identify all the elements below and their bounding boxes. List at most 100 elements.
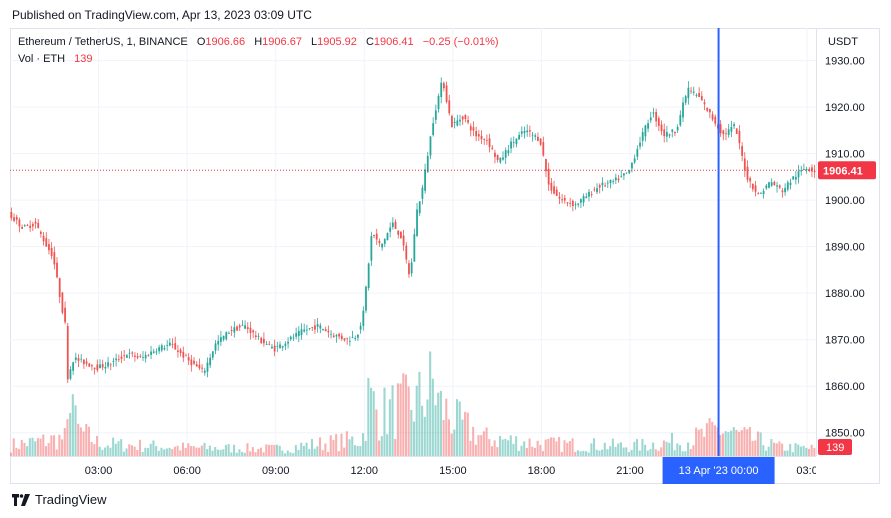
volume-bar: [544, 439, 547, 456]
volume-bar: [238, 449, 241, 456]
volume-bar: [504, 438, 507, 456]
volume-bar: [206, 449, 209, 456]
volume-bar: [670, 432, 674, 456]
volume-bar: [39, 438, 42, 456]
volume-bar: [104, 447, 107, 456]
volume-bar: [28, 438, 31, 456]
volume-bar: [700, 428, 703, 456]
candle-body: [725, 133, 727, 135]
volume-bar: [224, 444, 228, 456]
volume-bar: [18, 448, 21, 456]
volume-bar: [740, 430, 743, 456]
volume-bar: [278, 445, 281, 456]
volume-bar: [807, 449, 811, 456]
candle-body: [367, 263, 370, 288]
candle-body: [397, 230, 400, 235]
volume-bar: [52, 435, 56, 456]
volume-legend: Vol · ETH 139: [18, 53, 93, 65]
candle-body: [305, 329, 308, 331]
volume-bar: [668, 442, 671, 456]
volume-bar: [66, 419, 69, 456]
candle-body: [155, 351, 158, 353]
volume-bar: [281, 450, 284, 456]
candle-body: [142, 357, 144, 358]
volume-bar: [42, 434, 45, 456]
candle-body: [657, 118, 660, 126]
candle-body: [346, 337, 349, 339]
volume-bar: [794, 443, 797, 456]
volume-bar: [431, 378, 434, 456]
candle-body: [206, 362, 209, 372]
volume-bar: [590, 443, 593, 456]
price-plot[interactable]: [10, 28, 816, 456]
candle-body: [743, 158, 746, 171]
volume-bar: [82, 431, 85, 456]
y-tick-label: 1910.00: [825, 149, 865, 161]
candle-body: [338, 333, 341, 337]
volume-bar: [275, 444, 279, 456]
volume-bar: [791, 452, 794, 456]
candle-body: [448, 100, 451, 114]
volume-bar: [493, 440, 496, 456]
candle-body: [262, 338, 265, 344]
candle-body: [601, 182, 604, 186]
volume-bar: [528, 438, 531, 456]
candle-body: [510, 141, 512, 149]
y-tick-label: 1860.00: [825, 381, 865, 393]
time-axis[interactable]: 03:00 06:00 09:00 12:00 15:00 18:00 21:00 03:0 1…: [10, 456, 816, 485]
close-value: 1906.41: [373, 36, 414, 48]
volume-bar: [455, 399, 459, 456]
symbol-title[interactable]: Ethereum / TetherUS, 1, BINANCE: [18, 36, 188, 48]
volume-bar: [243, 452, 246, 456]
candle-body: [665, 132, 668, 137]
low-value: 1905.92: [317, 36, 357, 48]
candle-body: [18, 219, 21, 227]
volume-bar: [627, 452, 631, 456]
candle-body: [370, 236, 373, 261]
volume-bar: [165, 448, 168, 456]
volume-bar: [576, 450, 579, 456]
volume-bar: [270, 444, 273, 456]
candle-body: [617, 178, 620, 181]
volume-bar: [345, 431, 348, 456]
volume-bar: [44, 446, 48, 456]
candle-body: [268, 343, 271, 345]
candle-body: [112, 361, 115, 362]
candle-body: [555, 189, 558, 196]
volume-bar: [77, 423, 80, 456]
candle-body: [789, 182, 792, 186]
candle-body: [582, 196, 585, 203]
volume-bar: [721, 433, 725, 456]
volume-bar: [74, 405, 77, 456]
volume-bar: [746, 429, 749, 456]
candle-body: [220, 337, 222, 342]
volume-bar: [198, 447, 201, 456]
volume-bar: [466, 412, 469, 456]
candle-body: [477, 134, 480, 137]
candle-body: [706, 107, 709, 111]
candle-body: [647, 123, 649, 129]
candle-body: [69, 369, 72, 379]
candle-body: [260, 337, 263, 343]
candle-body: [698, 92, 701, 97]
volume-bar: [106, 445, 109, 456]
candle-body: [475, 131, 478, 137]
candle-body: [77, 358, 80, 361]
volume-bar: [235, 452, 238, 456]
price-axis[interactable]: 1930.00 1920.00 1910.00 1900.00 1890.00 1880.…: [816, 28, 881, 456]
candle-body: [182, 351, 185, 358]
footer-brand[interactable]: TradingView: [12, 492, 107, 507]
chart-panel: [10, 28, 880, 484]
volume-bar: [286, 450, 289, 456]
volume-bar: [343, 447, 346, 456]
candle-body: [21, 227, 23, 229]
volume-bar: [555, 441, 558, 456]
volume-bar: [789, 444, 792, 456]
volume-bar: [684, 451, 687, 456]
volume-label[interactable]: Vol · ETH: [18, 53, 66, 65]
candle-body: [483, 139, 486, 140]
candle-body: [174, 343, 177, 350]
candle-body: [722, 130, 725, 135]
candle-body: [48, 244, 50, 251]
volume-bar: [402, 373, 405, 456]
